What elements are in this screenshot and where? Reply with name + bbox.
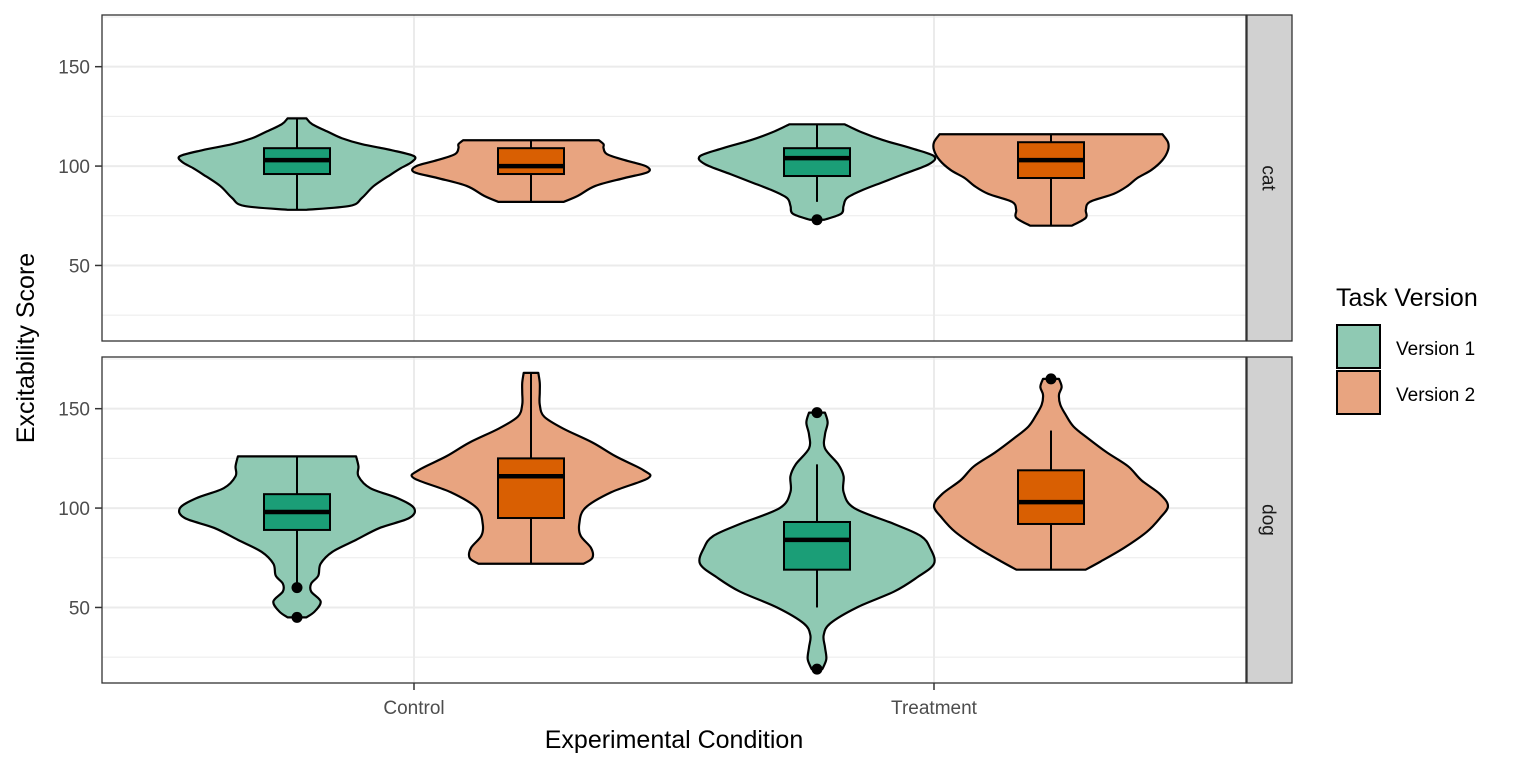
y-axis-title: Excitability Score [12,253,40,443]
legend-label-version-1: Version 1 [1396,339,1475,360]
violin-group-dog-control-version-1 [178,455,416,623]
facet-strip [1246,14,1293,342]
panel-border [101,356,1247,684]
box-iqr [783,147,851,178]
y-tick-label: 100 [58,157,90,178]
outlier-point [1045,373,1057,385]
violin-group-cat-control-version-1 [177,117,417,211]
violin-group-cat-control-version-2 [411,139,651,203]
facet-panels: cat 50 100 150 dog 50 100 150 [58,14,1293,690]
y-tick-label: 150 [58,58,90,79]
legend-key-version-2 [1336,370,1381,415]
box-iqr [497,147,565,176]
x-tick-label-treatment: Treatment [891,698,978,719]
outlier-point [811,214,823,226]
y-tick-label: 150 [58,400,90,421]
violin-group-dog-control-version-2 [410,371,652,565]
violin-group-cat-treatment-version-2 [932,133,1170,227]
legend: Task Version Version 1 Version 2 [1336,284,1478,415]
legend-title: Task Version [1336,284,1478,312]
outlier-point [291,582,303,594]
outlier-point [811,663,823,675]
box-iqr [497,457,565,520]
x-axis-title: Experimental Condition [545,726,803,754]
outlier-point [291,611,303,623]
panel-border [101,14,1247,342]
box-iqr [1017,469,1085,525]
y-tick-label: 50 [69,256,90,277]
violin-group-dog-treatment-version-1 [698,407,936,675]
legend-key-version-1 [1336,324,1381,369]
facet-panel-cat: cat 50 100 150 [58,14,1293,342]
legend-label-version-2: Version 2 [1396,385,1475,406]
facet-strip-label: cat [1258,165,1279,191]
facet-panel-dog: dog 50 100 150 [58,356,1293,684]
box-iqr [783,520,851,571]
y-tick-label: 50 [69,598,90,619]
facet-strip-label: dog [1258,504,1279,536]
x-tick-label-control: Control [383,698,444,719]
outlier-point [811,407,823,419]
violin-group-dog-treatment-version-2 [932,373,1170,571]
y-tick-label: 100 [58,499,90,520]
violin-group-cat-treatment-version-1 [697,123,937,226]
facet-strip [1246,356,1293,684]
